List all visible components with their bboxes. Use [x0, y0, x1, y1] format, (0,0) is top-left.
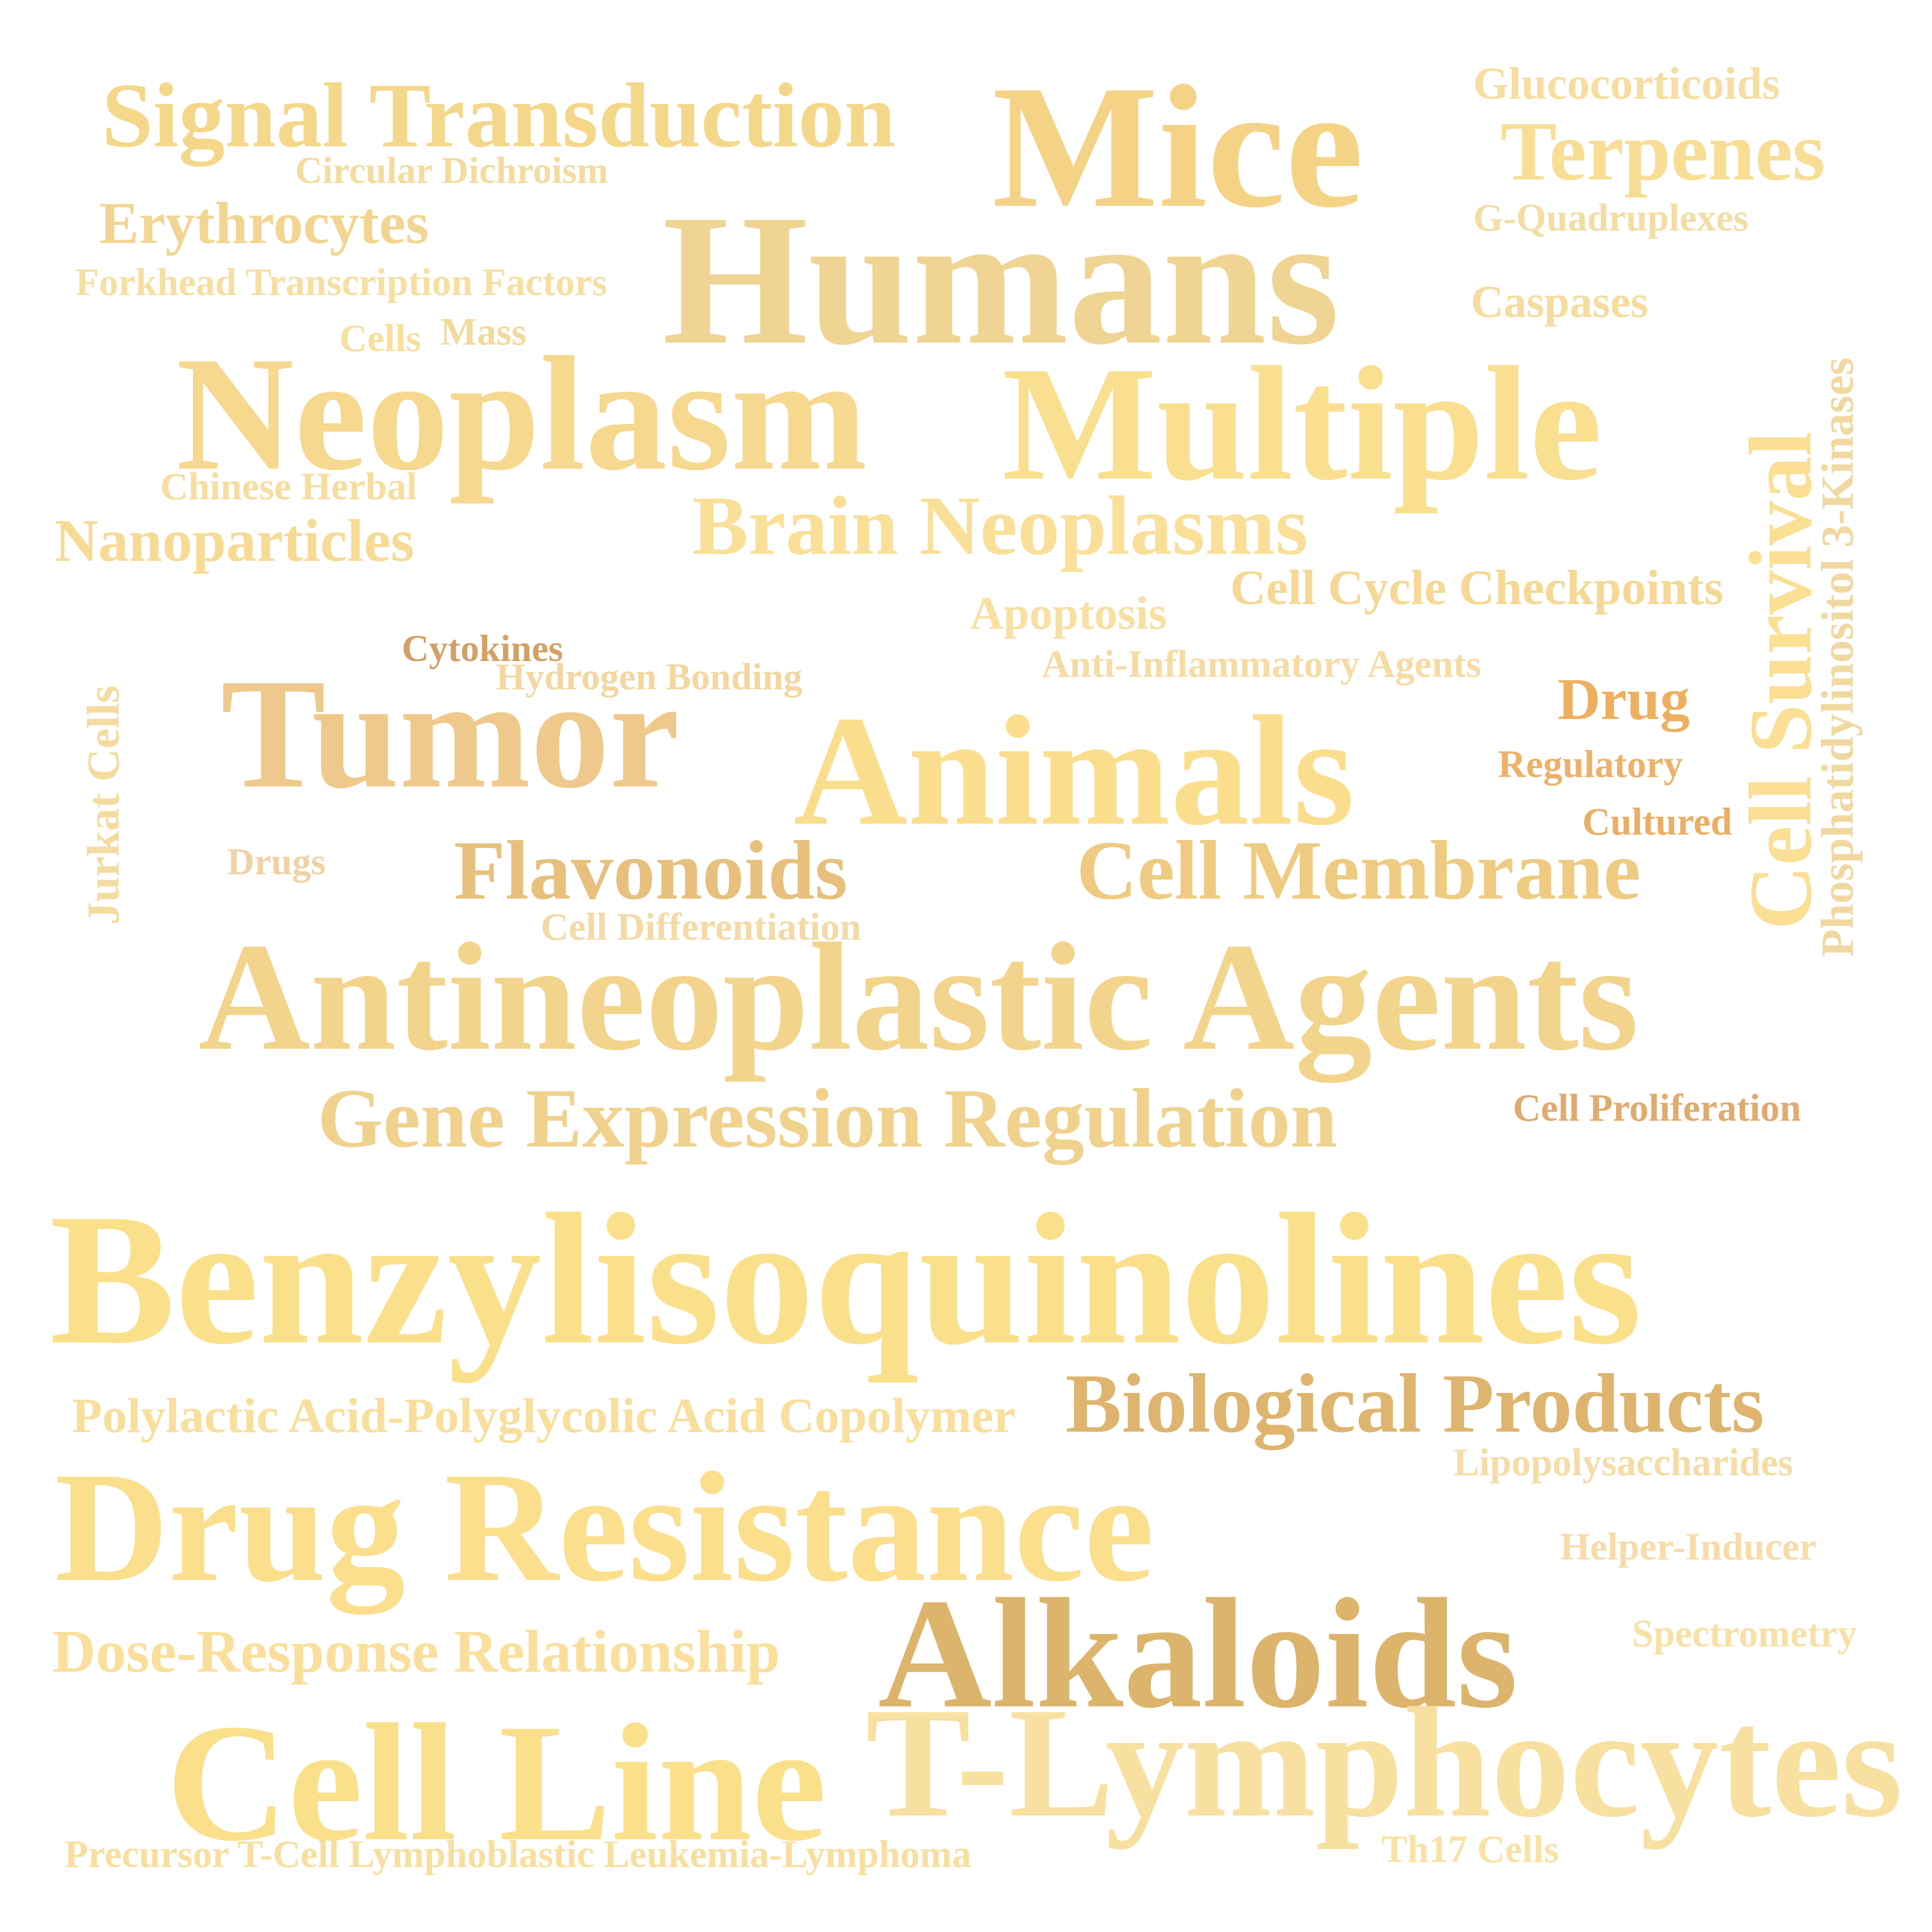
word-chinese-herbal: Chinese Herbal: [160, 465, 417, 508]
word-biological-products: Biological Products: [1065, 1357, 1764, 1450]
word-t-lymphocytes: T-Lymphocytes: [866, 1675, 1903, 1850]
word-nanoparticles: Nanoparticles: [55, 507, 415, 574]
word-dose-response: Dose-Response Relationship: [52, 1618, 780, 1685]
word-neoplasm: Neoplasm: [176, 323, 868, 504]
word-phosphatidylinositol: Phosphatidylinositol 3-Kinases: [1812, 357, 1863, 957]
word-forkhead-transcription: Forkhead Transcription Factors: [75, 260, 607, 303]
word-terpenes: Terpenes: [1500, 105, 1825, 198]
word-circular-dichroism: Circular Dichroism: [295, 150, 609, 191]
word-signal-transduction: Signal Transduction: [102, 64, 896, 167]
word-mass: Mass: [440, 310, 527, 353]
word-cell-line: Cell Line: [166, 1689, 827, 1876]
word-hydrogen-bonding: Hydrogen Bonding: [496, 656, 803, 698]
word-cells: Cells: [339, 316, 421, 360]
word-cultured: Cultured: [1582, 800, 1732, 843]
word-brain-neoplasms: Brain Neoplasms: [692, 479, 1309, 572]
word-cytokines: Cytokines: [402, 628, 563, 669]
word-tumor: Tumor: [221, 646, 680, 821]
word-cell-proliferation: Cell Proliferation: [1513, 1086, 1802, 1129]
word-animals: Animals: [794, 683, 1355, 858]
word-flavonoids: Flavonoids: [454, 824, 848, 917]
word-benzylisoquinolines: Benzylisoquinolines: [50, 1175, 1642, 1384]
word-th17-cells: Th17 Cells: [1381, 1827, 1559, 1871]
word-erythrocytes: Erythrocytes: [99, 190, 429, 256]
word-apoptosis: Apoptosis: [970, 588, 1167, 639]
word-lipopolysaccharides: Lipopolysaccharides: [1453, 1441, 1793, 1484]
word-g-quadruplexes: G-Quadruplexes: [1473, 196, 1748, 239]
word-precursor-t-cell: Precursor T-Cell Lymphoblastic Leukemia-…: [64, 1832, 972, 1875]
word-jurkat-cells: Jurkat Cells: [78, 685, 128, 925]
word-anti-inflammatory-agents: Anti-Inflammatory Agents: [1042, 642, 1482, 685]
word-glucocorticoids: Glucocorticoids: [1473, 58, 1780, 109]
word-gene-expression-regulation: Gene Expression Regulation: [317, 1072, 1337, 1165]
word-mice: Mice: [992, 49, 1364, 244]
word-drug-resistance: Drug Resistance: [55, 1440, 1154, 1614]
word-antineoplastic-agents: Antineoplastic Agents: [198, 911, 1639, 1083]
word-drug: Drug: [1558, 666, 1690, 732]
word-drugs: Drugs: [227, 841, 326, 883]
word-helper-inducer: Helper-Inducer: [1560, 1525, 1817, 1568]
word-regulatory: Regulatory: [1498, 742, 1683, 785]
word-alkaloids: Alkaloids: [878, 1566, 1518, 1741]
word-spectrometry: Spectrometry: [1632, 1612, 1857, 1655]
word-polylactic-acid: Polylactic Acid-Polyglycolic Acid Copoly…: [72, 1388, 1016, 1443]
word-cell-cycle-checkpoints: Cell Cycle Checkpoints: [1230, 560, 1724, 615]
word-cell-membrane: Cell Membrane: [1076, 824, 1641, 917]
word-cell-differentiation: Cell Differentiation: [541, 905, 862, 948]
word-multiple: Multiple: [1002, 333, 1602, 514]
word-caspases: Caspases: [1471, 276, 1648, 327]
word-humans: Humans: [662, 176, 1340, 383]
